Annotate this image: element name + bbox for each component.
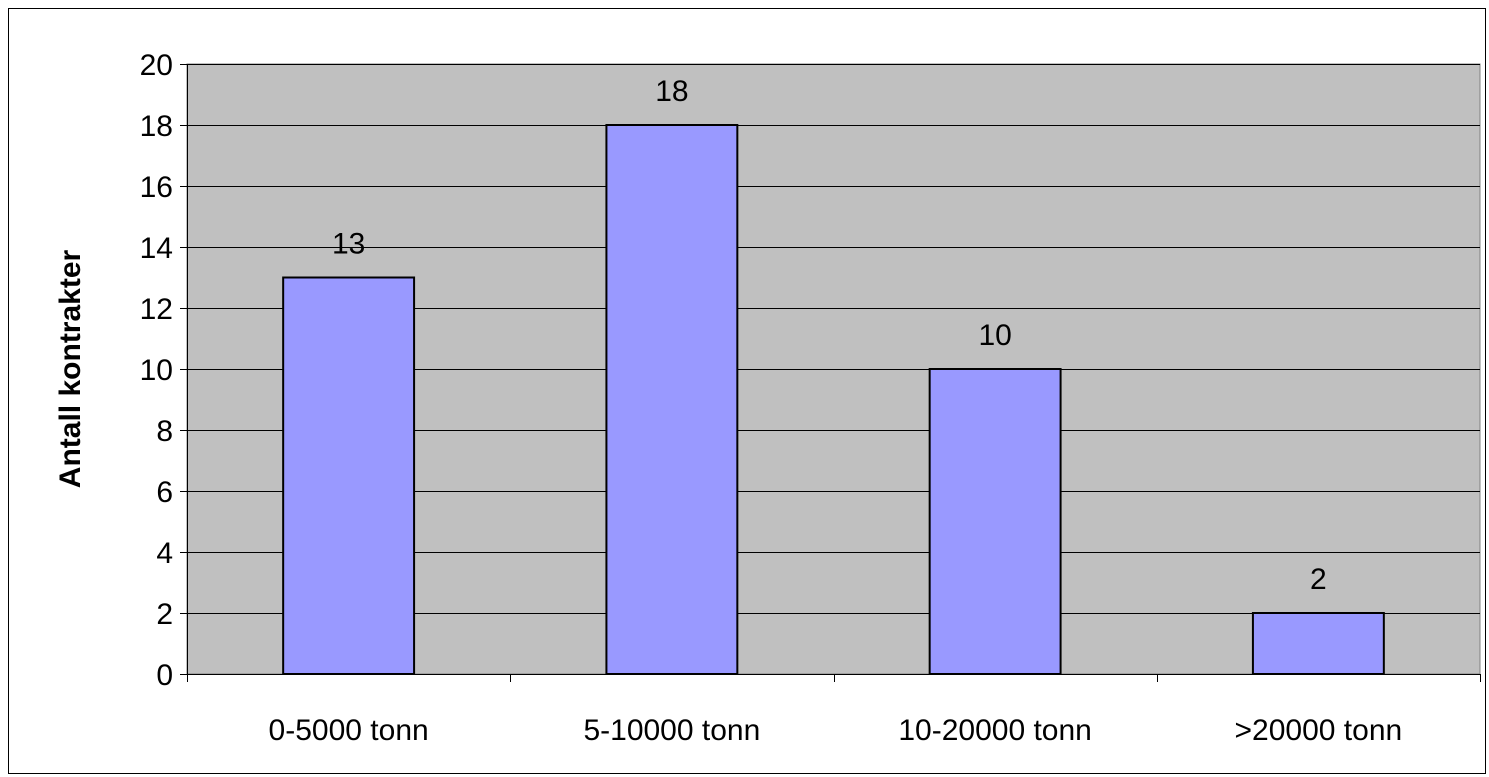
- data-labels: 13 18 10 2: [332, 75, 1327, 596]
- y-axis-title: Antall kontrakter: [54, 249, 87, 488]
- data-label: 10: [978, 319, 1011, 352]
- data-label: 13: [332, 228, 365, 261]
- bar: [928, 368, 1062, 675]
- y-tick-label: 16: [140, 171, 173, 204]
- y-tick-label: 12: [140, 293, 173, 326]
- x-tick-label: >20000 tonn: [1235, 714, 1403, 747]
- y-tick-labels: 0 2 4 6 8 10 12 14 16 18 20: [140, 49, 173, 692]
- y-tick-label: 6: [156, 476, 173, 509]
- y-tick-label: 8: [156, 415, 173, 448]
- x-tick-label: 5-10000 tonn: [583, 714, 760, 747]
- y-tick-label: 14: [140, 232, 173, 265]
- x-tick-labels: 0-5000 tonn 5-10000 tonn 10-20000 tonn >200…: [269, 714, 1403, 747]
- y-tick-label: 2: [156, 598, 173, 631]
- y-tick-label: 10: [140, 354, 173, 387]
- x-tick-label: 0-5000 tonn: [269, 714, 429, 747]
- x-tick-label: 10-20000 tonn: [898, 714, 1092, 747]
- bar: [1251, 612, 1385, 675]
- y-tick-label: 20: [140, 49, 173, 82]
- data-label: 18: [655, 75, 688, 108]
- axes: [180, 64, 1481, 682]
- y-tick-label: 0: [156, 659, 173, 692]
- data-label: 2: [1310, 563, 1327, 596]
- y-tick-label: 18: [140, 110, 173, 143]
- bar: [282, 276, 416, 675]
- bar: [605, 124, 739, 675]
- y-tick-label: 4: [156, 537, 173, 570]
